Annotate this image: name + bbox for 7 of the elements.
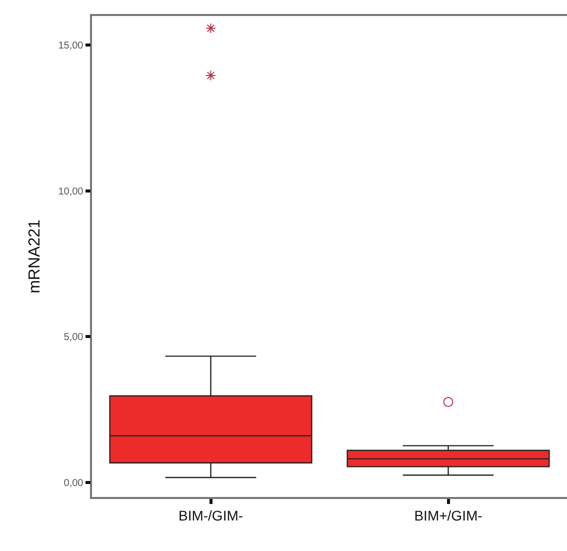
- x-tick-label: BIM-/GIM-: [178, 508, 244, 524]
- y-axis-title: mRNA221: [26, 220, 44, 294]
- x-tick-label: BIM+/GIM-: [414, 508, 483, 524]
- y-tick-label: 10,00: [58, 186, 84, 198]
- y-tick-label: 5,00: [64, 332, 84, 344]
- y-tick-label: 15,00: [58, 40, 84, 52]
- y-tick-label: 0,00: [64, 478, 84, 489]
